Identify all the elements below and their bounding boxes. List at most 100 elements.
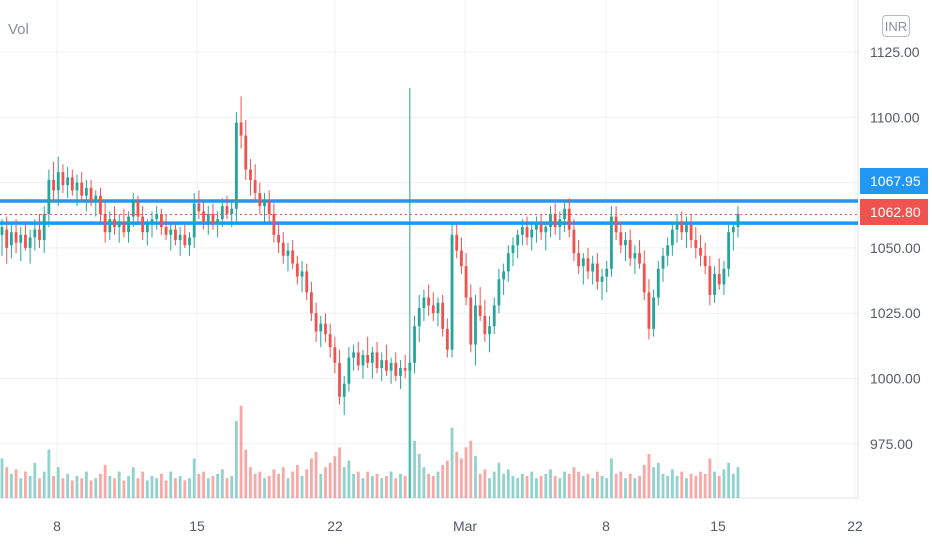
volume-bar	[178, 476, 182, 498]
volume-bar	[150, 476, 154, 498]
candle-body	[380, 360, 384, 369]
volume-bar	[460, 458, 463, 498]
candle-body	[670, 229, 674, 246]
candle-body	[431, 305, 435, 314]
volume-bar	[483, 469, 487, 498]
candle-body	[520, 227, 524, 235]
candle-body	[113, 219, 116, 228]
volume-bar	[211, 476, 215, 498]
volume-bar	[281, 467, 285, 498]
candle-body	[305, 271, 309, 293]
candle-body	[483, 315, 487, 335]
candle-body	[413, 326, 416, 363]
volume-bar	[450, 427, 454, 498]
volume-bar	[80, 478, 84, 498]
volume-bar	[263, 478, 266, 498]
volume-bar	[230, 476, 234, 498]
volume-bar	[159, 473, 163, 498]
candle-body	[295, 263, 299, 277]
x-tick-label: Mar	[453, 518, 477, 534]
candle-body	[661, 255, 665, 269]
volume-bar	[385, 476, 388, 498]
candle-body	[624, 240, 627, 246]
candle-body	[614, 216, 618, 233]
candle-body	[61, 172, 65, 186]
x-tick-label: 22	[847, 518, 863, 534]
candle-body	[47, 179, 51, 214]
candle-body	[577, 253, 581, 267]
volume-bar	[605, 478, 609, 498]
candle-body	[675, 221, 679, 230]
volume-bar	[638, 476, 641, 498]
volume-bar	[206, 478, 210, 498]
candle-body	[445, 328, 449, 350]
volume-bar	[506, 469, 510, 498]
volume-bar	[253, 473, 257, 498]
volume-bar	[141, 471, 145, 498]
currency-badge[interactable]: INR	[882, 15, 910, 37]
candle-body	[530, 229, 534, 238]
candle-body	[647, 292, 651, 329]
candle-body	[183, 234, 187, 246]
candle-body	[694, 240, 698, 248]
volume-bar	[9, 473, 13, 498]
volume-bar	[717, 476, 721, 498]
volume-bar	[656, 462, 660, 498]
candle-body	[506, 253, 510, 272]
candle-body	[272, 213, 276, 235]
candle-body	[89, 187, 93, 201]
candle-body	[586, 258, 590, 272]
candle-body	[642, 263, 646, 293]
volume-indicator-label[interactable]: Vol	[8, 21, 29, 38]
time-axis[interactable]: 8 15 22 Mar 8 15 22	[53, 518, 863, 534]
volume-bar	[244, 449, 248, 498]
candle-body	[553, 213, 557, 228]
volume-bar	[70, 480, 74, 498]
price-axis[interactable]: 1125.00 1100.00 1050.00 1025.00 1000.00 975.0…	[870, 44, 921, 452]
candle-body	[127, 216, 130, 233]
volume-bar	[600, 476, 604, 498]
volume-bar	[535, 478, 538, 498]
candle-body	[492, 305, 496, 327]
volume-bar	[103, 465, 107, 498]
volume-bar	[99, 473, 102, 498]
candle-body	[258, 193, 262, 207]
volume-bar	[544, 473, 548, 498]
volume-bar	[375, 473, 379, 498]
candle-body	[155, 213, 159, 220]
volume-bar	[694, 476, 698, 498]
y-tick-label: 1000.00	[870, 371, 921, 387]
candle-body	[324, 323, 327, 335]
candle-body	[427, 297, 431, 306]
candle-body	[394, 362, 398, 376]
volume-bar	[42, 471, 46, 498]
volume-bar	[708, 458, 712, 498]
volume-bar	[5, 467, 9, 498]
volume-bar	[84, 471, 88, 498]
volume-bar	[731, 473, 735, 498]
candle-body	[206, 213, 210, 222]
volume-bar	[333, 456, 337, 498]
candle-body	[14, 232, 18, 243]
candle-body	[211, 213, 215, 225]
volume-bar	[478, 473, 482, 498]
volume-bar	[431, 476, 435, 498]
chart-grid	[0, 0, 859, 499]
volume-bar	[202, 471, 205, 498]
volume-bar	[366, 471, 370, 498]
candle-body	[572, 229, 576, 254]
volume-bar	[174, 478, 177, 498]
volume-bar	[169, 471, 173, 498]
volume-bar	[539, 476, 543, 498]
candle-body	[370, 352, 374, 363]
volume-bar	[394, 478, 398, 498]
candle-body	[277, 234, 280, 243]
volume-bar	[572, 467, 576, 498]
candle-body	[417, 307, 421, 327]
volume-bar	[183, 480, 187, 498]
candle-body	[581, 258, 585, 267]
volume-bar	[558, 478, 562, 498]
volume-bar	[197, 473, 201, 498]
candle-body	[558, 219, 562, 228]
